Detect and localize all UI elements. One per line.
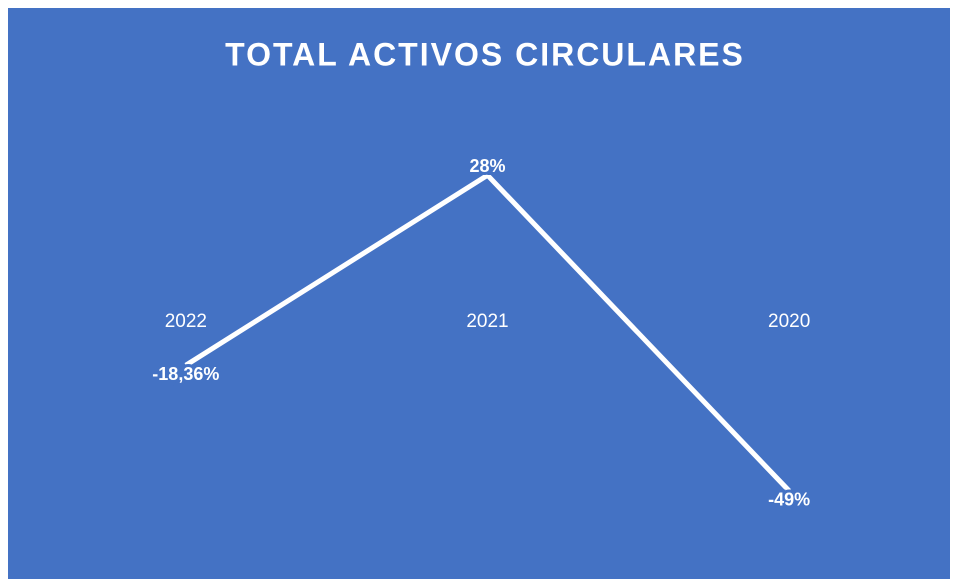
x-tick-label: 2020	[768, 311, 810, 332]
chart-title: TOTAL ACTIVOS CIRCULARES	[225, 36, 745, 72]
x-tick-label: 2022	[165, 311, 207, 332]
x-tick-label: 2021	[466, 311, 508, 332]
data-label: -18,36%	[152, 364, 219, 384]
chart-background	[8, 8, 950, 579]
data-line	[184, 172, 791, 493]
data-label: -49%	[768, 490, 810, 510]
data-label: 28%	[469, 156, 505, 176]
